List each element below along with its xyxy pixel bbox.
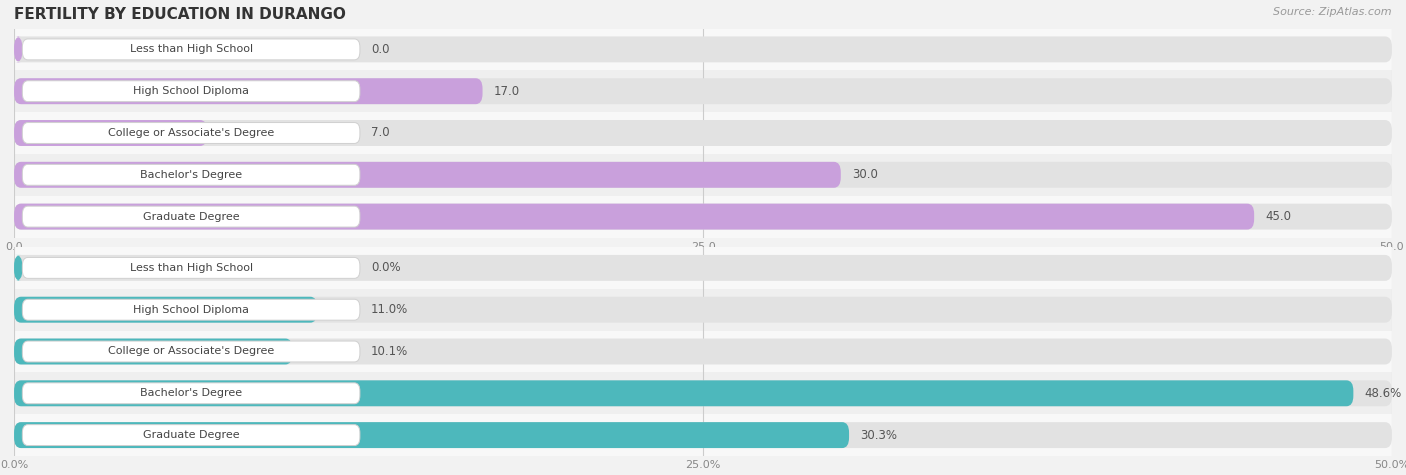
Text: Less than High School: Less than High School [129,44,253,55]
Text: 7.0: 7.0 [371,126,389,140]
FancyBboxPatch shape [14,339,1392,364]
Text: 45.0: 45.0 [1265,210,1291,223]
FancyBboxPatch shape [14,120,1392,146]
FancyBboxPatch shape [14,380,1354,406]
FancyBboxPatch shape [22,383,360,404]
Text: Less than High School: Less than High School [129,263,253,273]
FancyBboxPatch shape [22,164,360,185]
Text: 10.1%: 10.1% [371,345,408,358]
FancyBboxPatch shape [14,154,1392,196]
FancyBboxPatch shape [14,162,1392,188]
Text: 30.0: 30.0 [852,168,877,181]
Text: 17.0: 17.0 [494,85,520,98]
FancyBboxPatch shape [14,204,1392,229]
Text: Source: ZipAtlas.com: Source: ZipAtlas.com [1274,7,1392,17]
FancyBboxPatch shape [14,255,22,281]
Text: College or Associate's Degree: College or Associate's Degree [108,346,274,357]
Text: Graduate Degree: Graduate Degree [143,211,239,222]
Text: Bachelor's Degree: Bachelor's Degree [141,170,242,180]
FancyBboxPatch shape [22,257,360,278]
FancyBboxPatch shape [14,372,1392,414]
FancyBboxPatch shape [22,206,360,227]
FancyBboxPatch shape [14,414,1392,456]
FancyBboxPatch shape [14,162,841,188]
FancyBboxPatch shape [14,70,1392,112]
FancyBboxPatch shape [22,299,360,320]
FancyBboxPatch shape [14,78,482,104]
FancyBboxPatch shape [14,255,1392,281]
FancyBboxPatch shape [14,37,1392,62]
FancyBboxPatch shape [14,196,1392,238]
Text: FERTILITY BY EDUCATION IN DURANGO: FERTILITY BY EDUCATION IN DURANGO [14,7,346,22]
FancyBboxPatch shape [14,247,1392,289]
FancyBboxPatch shape [14,297,1392,323]
Text: High School Diploma: High School Diploma [134,86,249,96]
Text: 30.3%: 30.3% [860,428,897,442]
FancyBboxPatch shape [14,204,1254,229]
FancyBboxPatch shape [14,78,1392,104]
FancyBboxPatch shape [22,341,360,362]
FancyBboxPatch shape [22,123,360,143]
FancyBboxPatch shape [14,289,1392,331]
Text: Graduate Degree: Graduate Degree [143,430,239,440]
Text: Bachelor's Degree: Bachelor's Degree [141,388,242,399]
Text: College or Associate's Degree: College or Associate's Degree [108,128,274,138]
Text: 11.0%: 11.0% [371,303,408,316]
FancyBboxPatch shape [14,120,207,146]
FancyBboxPatch shape [14,422,1392,448]
FancyBboxPatch shape [14,422,849,448]
FancyBboxPatch shape [22,81,360,102]
FancyBboxPatch shape [14,297,318,323]
FancyBboxPatch shape [14,331,1392,372]
Text: 0.0%: 0.0% [371,261,401,275]
FancyBboxPatch shape [14,380,1392,406]
Text: 48.6%: 48.6% [1364,387,1402,400]
FancyBboxPatch shape [14,339,292,364]
FancyBboxPatch shape [14,37,22,62]
FancyBboxPatch shape [22,425,360,446]
Text: High School Diploma: High School Diploma [134,304,249,315]
FancyBboxPatch shape [22,39,360,60]
FancyBboxPatch shape [14,112,1392,154]
Text: 0.0: 0.0 [371,43,389,56]
FancyBboxPatch shape [14,28,1392,70]
